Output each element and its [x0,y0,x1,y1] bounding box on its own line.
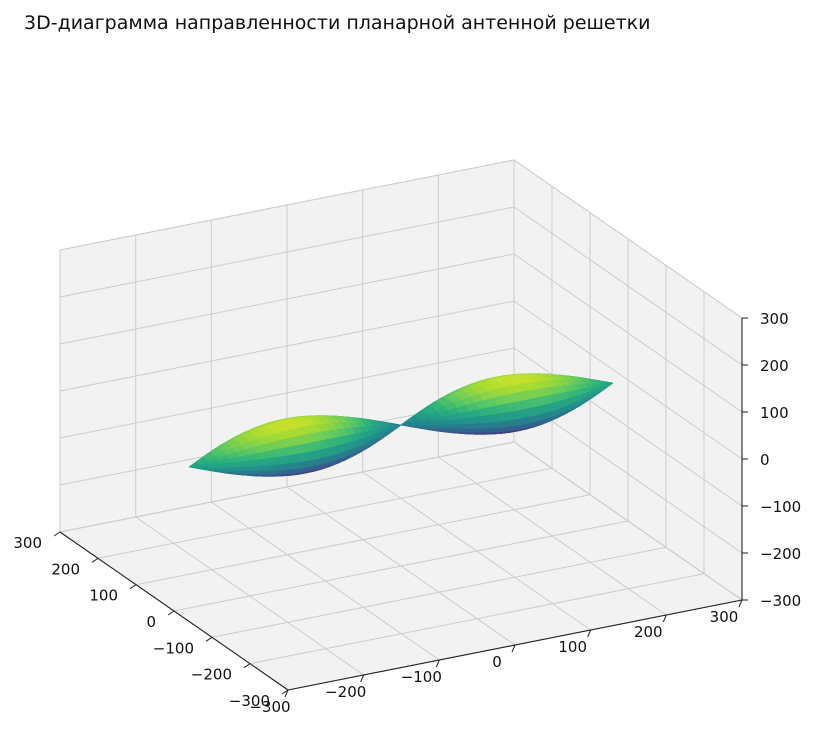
y-tick-label: 0 [146,613,156,631]
x-tick-label: 300 [710,608,739,626]
z-tick-label: 0 [760,451,770,469]
surface-patch [421,424,433,428]
surface-patch [516,408,527,420]
x-tick-tick [511,644,516,653]
x-tick-tick [738,599,743,608]
surface-patch [441,419,453,426]
surface-patch [287,454,298,464]
y-tick-label: 300 [13,534,42,552]
chart-title: 3D-диаграмма направленности планарной ан… [24,12,651,34]
x-tick-label: −200 [325,683,366,701]
surface-patch [540,403,550,415]
y-tick-tick [167,610,175,616]
x-tick-tick [662,614,667,623]
surface-patch [575,393,584,402]
z-tick-label: −100 [760,498,801,516]
surface-patch [431,420,443,426]
x-tick-label: 100 [558,638,587,656]
y-tick-tick [91,557,99,563]
surface-patch [209,466,221,470]
y-tick-label: 200 [51,560,80,578]
grid-line-z [59,441,743,601]
surface-patch [471,416,483,424]
surface-patch [461,417,473,425]
x-tick-label: −100 [401,668,442,686]
y-tick-tick [205,636,213,642]
surface-patch [499,412,510,422]
y-tick-label: −100 [153,639,194,657]
surface-patch [219,462,231,468]
surface-patch [441,424,453,429]
surface-patch [328,445,338,457]
surface-patch [278,455,289,465]
z-tick-label: 200 [760,357,789,375]
surface-patch [490,413,501,423]
y-tick-tick [243,663,251,669]
surface-patch [451,418,463,425]
x-tick-tick [587,629,592,638]
grid-line-z [59,206,743,366]
surface-patch [249,459,261,467]
y-tick-tick [281,689,289,695]
x-tick-tick [284,689,289,698]
surface-patch [320,447,331,458]
surface-patch [296,452,307,463]
surface-patch [480,414,492,424]
z-tick-label: 100 [760,404,789,422]
grid-line-z [59,300,743,460]
grid-line-z [59,159,743,319]
x-tick-label: 200 [634,623,663,641]
surface-patch [363,435,372,444]
x-tick-tick [435,659,440,668]
x-tick-tick [360,674,365,683]
y-tick-label: −300 [229,692,270,710]
surface-patch [259,458,271,466]
surface-patch [451,423,463,429]
radiation-pattern-surface [188,373,614,477]
y-tick-tick [53,531,61,537]
surface-patch [507,410,519,421]
y-tick-label: −200 [191,666,232,684]
grid-line-z [59,253,743,413]
surface-patch [239,460,252,467]
z-tick-label: −200 [760,545,801,563]
z-tick-label: −300 [760,592,801,610]
surface-patch [268,456,280,466]
surface-patch [229,466,242,471]
x-tick-label: 0 [492,653,502,671]
surface-patch [312,449,323,460]
surface-patch [304,450,315,462]
y-tick-tick [129,584,137,590]
y-tick-label: 100 [89,587,118,605]
surface-patch [532,405,543,416]
x-tick-label: −300 [249,698,290,716]
surface-patch [229,461,242,468]
grid-line-z [59,347,743,507]
z-tick-label: 300 [760,310,789,328]
surface-patch [524,407,535,418]
